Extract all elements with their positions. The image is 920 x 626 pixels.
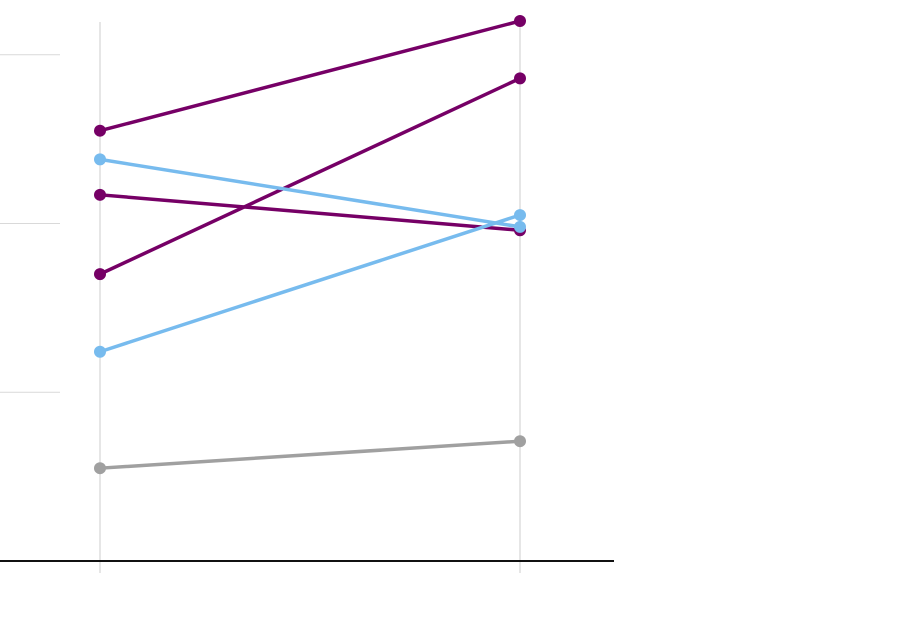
series-4-point-1 — [94, 153, 106, 166]
series-5-line — [98, 213, 522, 354]
series-1-point-1 — [94, 124, 106, 137]
series-3-line — [98, 193, 522, 232]
series-1-line — [98, 19, 522, 133]
series-2-point-2 — [514, 72, 526, 85]
series-4-line — [98, 157, 522, 229]
series-6-point-2 — [514, 435, 526, 448]
series-3-point-1 — [94, 188, 106, 201]
series-2-point-1 — [94, 268, 106, 281]
series-6-point-1 — [94, 462, 106, 475]
series-5-point-1 — [94, 345, 106, 358]
series-2-line — [98, 76, 522, 276]
series-5-point-2 — [514, 209, 526, 222]
series-1-point-2 — [514, 15, 526, 27]
series-6-line — [98, 439, 522, 470]
series-4-point-2 — [514, 220, 526, 233]
